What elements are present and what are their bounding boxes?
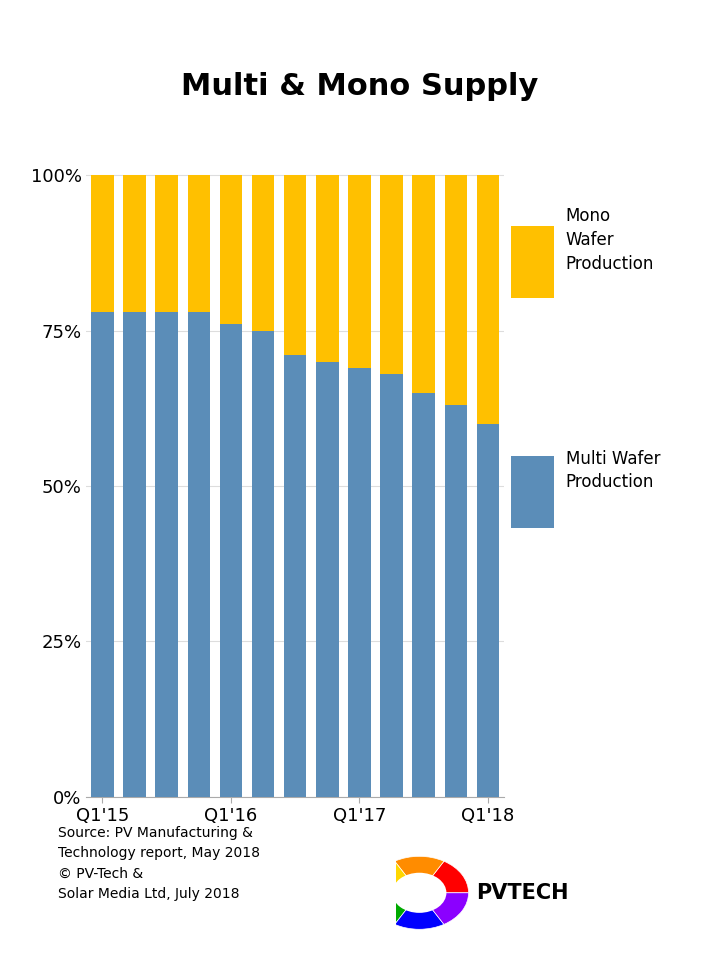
Bar [156, 175, 178, 312]
Circle shape [392, 873, 446, 913]
Bar [252, 330, 274, 797]
Bar [220, 175, 242, 324]
Bar [91, 312, 114, 797]
Bar [380, 374, 402, 797]
Bar [156, 312, 178, 797]
Text: PVTECH: PVTECH [477, 883, 569, 902]
Bar [444, 175, 467, 405]
Bar [413, 393, 435, 797]
Bar [348, 368, 371, 797]
Bar [284, 175, 307, 355]
Bar [380, 175, 402, 374]
Bar [284, 355, 307, 797]
Bar [316, 175, 338, 362]
Wedge shape [370, 893, 419, 924]
Bar [413, 175, 435, 393]
Text: Multi & Mono Supply: Multi & Mono Supply [181, 72, 539, 101]
FancyBboxPatch shape [511, 456, 554, 528]
Bar [188, 312, 210, 797]
Text: Source: PV Manufacturing &
Technology report, May 2018
© PV-Tech &
Solar Media L: Source: PV Manufacturing & Technology re… [58, 826, 260, 901]
Text: Multi Wafer
Production: Multi Wafer Production [566, 449, 660, 492]
Bar [444, 405, 467, 797]
Bar [477, 423, 499, 797]
Bar [123, 175, 146, 312]
Wedge shape [419, 861, 469, 893]
Bar [252, 175, 274, 330]
Bar [348, 175, 371, 368]
Text: Mono
Wafer
Production: Mono Wafer Production [566, 207, 654, 273]
Wedge shape [395, 893, 444, 929]
FancyBboxPatch shape [511, 226, 554, 298]
Bar [188, 175, 210, 312]
Wedge shape [370, 861, 419, 893]
Bar [220, 324, 242, 797]
Bar [123, 312, 146, 797]
Bar [91, 175, 114, 312]
Bar [477, 175, 499, 423]
Bar [316, 362, 338, 797]
Wedge shape [395, 856, 444, 893]
Wedge shape [419, 893, 469, 924]
